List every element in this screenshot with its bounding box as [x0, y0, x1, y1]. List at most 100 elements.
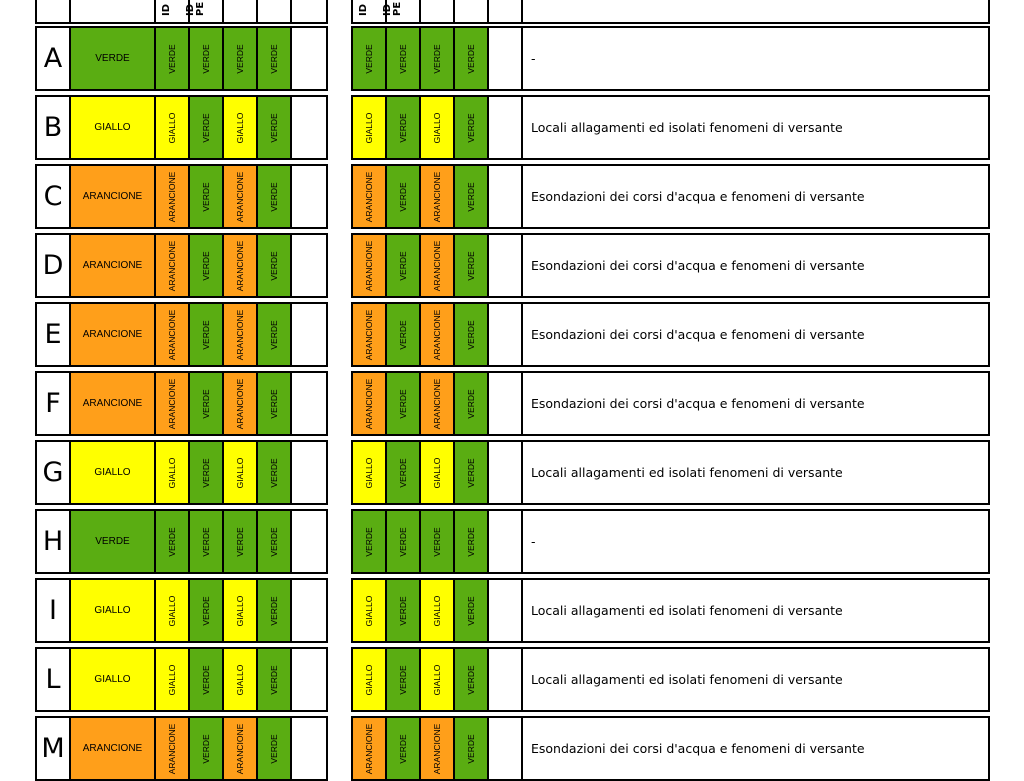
- sub-level-text: ARANCIONE: [432, 723, 442, 774]
- sub-level-cell: VERDE: [455, 235, 489, 296]
- sub-level-text: VERDE: [398, 733, 408, 764]
- table-row: F ARANCIONE ARANCIONE VERDE ARANCIONE VERDE AR…: [0, 371, 1024, 436]
- sub-level-text: ARANCIONE: [364, 309, 374, 360]
- sub-level-text: VERDE: [269, 733, 279, 764]
- sub-level-text: VERDE: [269, 112, 279, 143]
- sub-level-cell: VERDE: [455, 166, 489, 227]
- phenomena-description: Esondazioni dei corsi d'acqua e fenomeni…: [531, 258, 865, 273]
- sub-level-cell: VERDE: [455, 28, 489, 89]
- sub-level-cell: ARANCIONE: [353, 718, 387, 779]
- sub-level-cell: GIALLO: [353, 442, 387, 503]
- sub-level-cell: VERDE: [258, 166, 292, 227]
- header-right: ID ID PE: [351, 0, 990, 24]
- sub-level-cell: ARANCIONE: [353, 373, 387, 434]
- sub-level-text: ARANCIONE: [432, 309, 442, 360]
- sub-level-cell: GIALLO: [156, 580, 190, 641]
- sub-level-text: GIALLO: [432, 112, 442, 143]
- sub-level-cell: ARANCIONE: [353, 166, 387, 227]
- sub-level-cell: VERDE: [455, 442, 489, 503]
- sub-level-cell: ARANCIONE: [156, 166, 190, 227]
- zone-letter: A: [37, 28, 71, 89]
- sub-level-text: VERDE: [269, 457, 279, 488]
- sub-level-text: GIALLO: [364, 595, 374, 626]
- sub-level-text: VERDE: [235, 526, 245, 557]
- sub-level-cell: VERDE: [190, 718, 224, 779]
- row-right-group: ARANCIONE VERDE ARANCIONE VERDE Esondazioni …: [351, 302, 990, 367]
- sub-level-text: VERDE: [201, 457, 211, 488]
- phenomena-description: Esondazioni dei corsi d'acqua e fenomeni…: [531, 741, 865, 756]
- sub-level-text: GIALLO: [432, 457, 442, 488]
- zone-letter: I: [37, 580, 71, 641]
- sub-level-cell: ARANCIONE: [224, 373, 258, 434]
- phenomena-description: Esondazioni dei corsi d'acqua e fenomeni…: [531, 396, 865, 411]
- sub-level-text: GIALLO: [167, 112, 177, 143]
- table-row: H VERDE VERDE VERDE VERDE VERDE VERDE VERDE VERD…: [0, 509, 1024, 574]
- sub-level-cell: VERDE: [455, 649, 489, 710]
- sub-level-text: ARANCIONE: [167, 240, 177, 291]
- zone-letter: F: [37, 373, 71, 434]
- row-left-group: H VERDE VERDE VERDE VERDE VERDE: [35, 509, 328, 574]
- sub-level-text: GIALLO: [364, 112, 374, 143]
- sub-level-text: VERDE: [269, 595, 279, 626]
- sub-level-text: VERDE: [398, 250, 408, 281]
- sub-level-text: VERDE: [398, 457, 408, 488]
- row-right-group: GIALLO VERDE GIALLO VERDE Locali allagamenti…: [351, 578, 990, 643]
- sub-level-cell: VERDE: [455, 97, 489, 158]
- sub-level-cell: VERDE: [156, 511, 190, 572]
- sub-level-text: ARANCIONE: [432, 171, 442, 222]
- sub-level-cell: VERDE: [258, 304, 292, 365]
- sub-level-cell: VERDE: [190, 235, 224, 296]
- header-col-1: ID: [156, 0, 190, 22]
- sub-level-text: VERDE: [269, 664, 279, 695]
- sub-level-text: GIALLO: [364, 457, 374, 488]
- empty-cell: [489, 166, 523, 227]
- empty-cell: [489, 97, 523, 158]
- sub-level-text: ARANCIONE: [167, 171, 177, 222]
- sub-level-cell: VERDE: [190, 580, 224, 641]
- sub-level-cell: GIALLO: [224, 97, 258, 158]
- zone-level: ARANCIONE: [71, 166, 156, 227]
- row-left-group: A VERDE VERDE VERDE VERDE VERDE: [35, 26, 328, 91]
- sub-level-cell: ARANCIONE: [156, 718, 190, 779]
- zone-letter: H: [37, 511, 71, 572]
- sub-level-text: ARANCIONE: [235, 171, 245, 222]
- sub-level-cell: VERDE: [387, 511, 421, 572]
- row-right-group: ARANCIONE VERDE ARANCIONE VERDE Esondazioni …: [351, 716, 990, 781]
- sub-level-text: VERDE: [201, 319, 211, 350]
- sub-level-text: VERDE: [269, 526, 279, 557]
- sub-level-cell: ARANCIONE: [224, 166, 258, 227]
- sub-level-text: VERDE: [201, 526, 211, 557]
- header-r-col-1-label: ID: [358, 3, 369, 16]
- table-row: E ARANCIONE ARANCIONE VERDE ARANCIONE VERDE AR…: [0, 302, 1024, 367]
- empty-cell: [292, 649, 326, 710]
- table-row: M ARANCIONE ARANCIONE VERDE ARANCIONE VERDE AR…: [0, 716, 1024, 781]
- sub-level-text: VERDE: [201, 112, 211, 143]
- sub-level-text: VERDE: [235, 43, 245, 74]
- sub-level-cell: ARANCIONE: [421, 166, 455, 227]
- sub-level-cell: GIALLO: [224, 442, 258, 503]
- sub-level-text: VERDE: [269, 388, 279, 419]
- sub-level-cell: VERDE: [190, 649, 224, 710]
- sub-level-cell: VERDE: [387, 304, 421, 365]
- phenomena-description: Esondazioni dei corsi d'acqua e fenomeni…: [531, 189, 865, 204]
- sub-level-cell: VERDE: [387, 28, 421, 89]
- sub-level-cell: VERDE: [387, 442, 421, 503]
- row-right-group: ARANCIONE VERDE ARANCIONE VERDE Esondazioni …: [351, 371, 990, 436]
- header-r-col-5: [489, 0, 523, 22]
- sub-level-cell: ARANCIONE: [224, 304, 258, 365]
- zone-level: GIALLO: [71, 649, 156, 710]
- sub-level-cell: VERDE: [258, 442, 292, 503]
- row-left-group: D ARANCIONE ARANCIONE VERDE ARANCIONE VERDE: [35, 233, 328, 298]
- sub-level-text: VERDE: [201, 733, 211, 764]
- zone-level: VERDE: [71, 511, 156, 572]
- sub-level-text: ARANCIONE: [167, 309, 177, 360]
- empty-cell: [292, 97, 326, 158]
- sub-level-text: VERDE: [201, 43, 211, 74]
- row-left-group: L GIALLO GIALLO VERDE GIALLO VERDE: [35, 647, 328, 712]
- table-row: D ARANCIONE ARANCIONE VERDE ARANCIONE VERDE AR…: [0, 233, 1024, 298]
- row-right-group: ARANCIONE VERDE ARANCIONE VERDE Esondazioni …: [351, 164, 990, 229]
- sub-level-text: VERDE: [364, 526, 374, 557]
- phenomena-description: -: [531, 534, 536, 549]
- sub-level-cell: VERDE: [455, 304, 489, 365]
- empty-cell: [489, 511, 523, 572]
